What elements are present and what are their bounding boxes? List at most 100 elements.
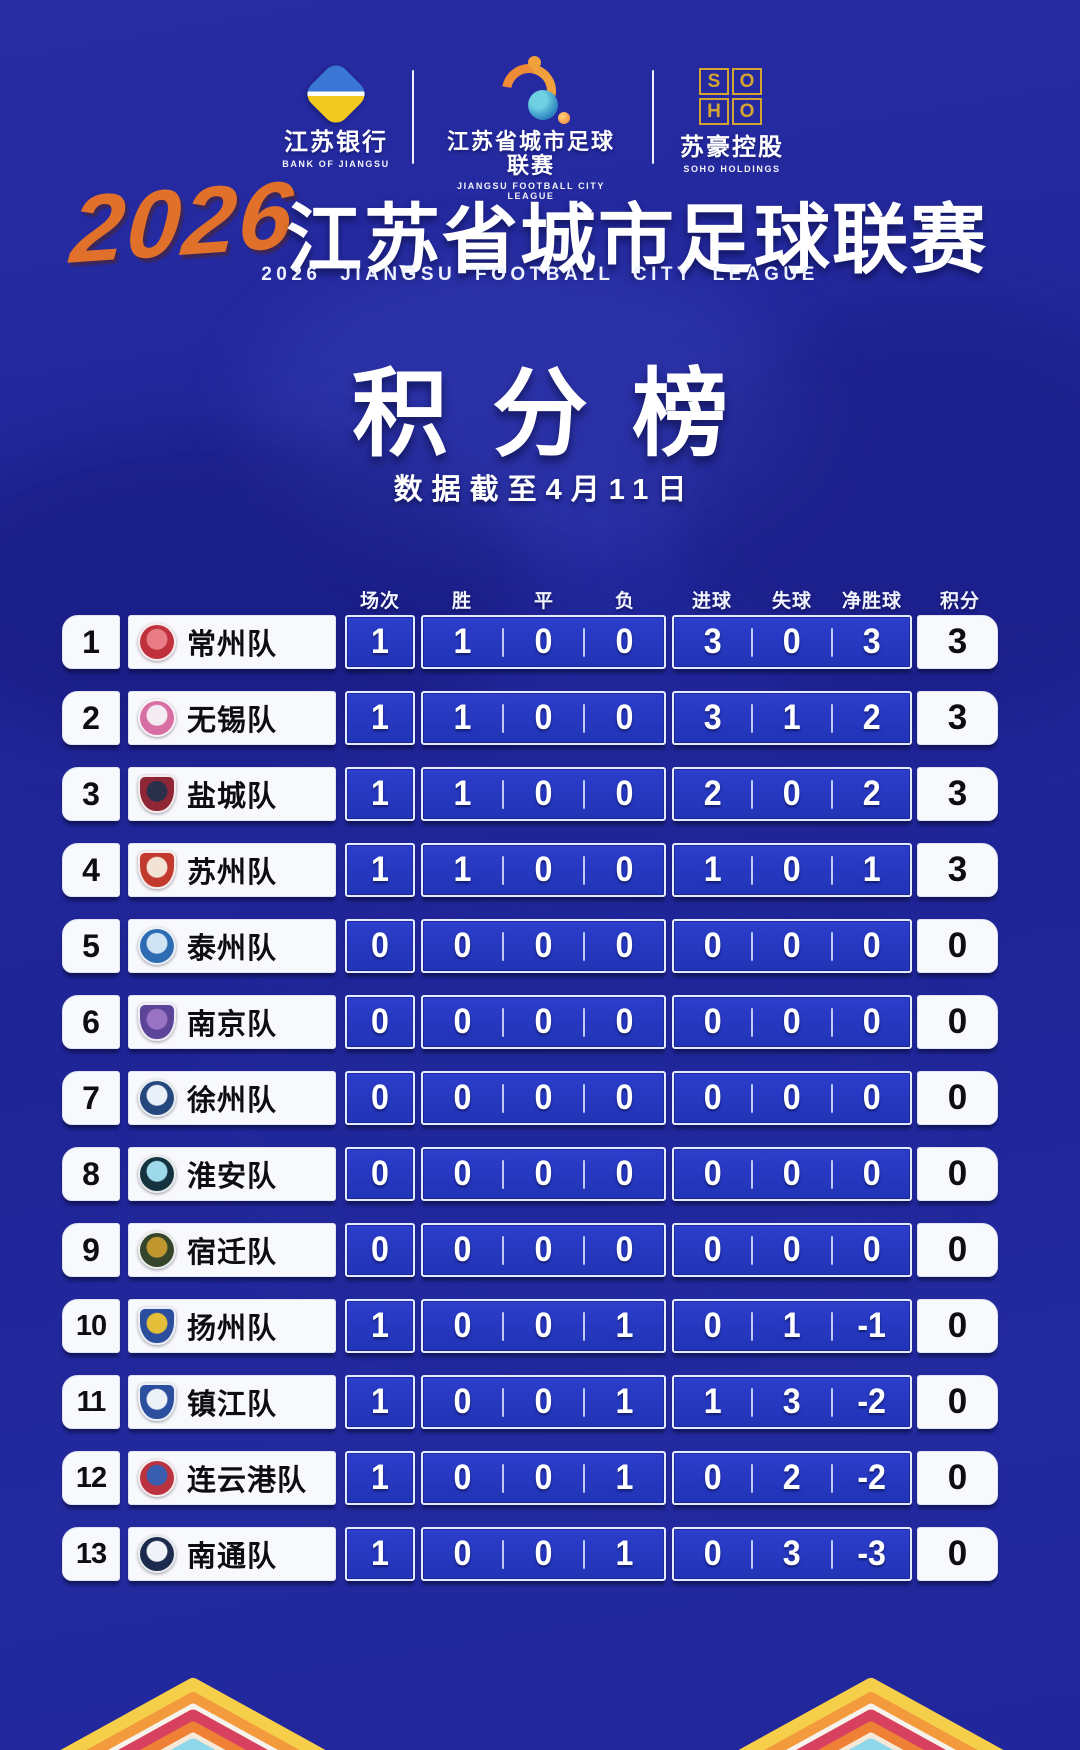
goals-cell: 0 3 -3 (672, 1527, 912, 1581)
rank-number: 11 (76, 1385, 107, 1418)
sponsor-subname: SOHO HOLDINGS (683, 164, 781, 175)
sponsor-bank-of-jiangsu: 江苏银行 BANK OF JIANGSU (246, 60, 426, 170)
soho-letter: H (699, 98, 729, 125)
mini-football-icon (558, 112, 570, 124)
team-badge-icon (138, 1307, 176, 1345)
goals-for-value: 0 (703, 926, 722, 965)
win-draw-loss-cell: 0 0 1 (421, 1451, 666, 1505)
table-row: 1 常州队 1 1 0 0 3 0 3 3 (0, 615, 1080, 669)
played-cell: 0 (345, 995, 415, 1049)
rank-number: 5 (82, 927, 100, 964)
win-value: 1 (453, 850, 472, 889)
cell-divider (583, 779, 585, 809)
goals-against-value: 1 (783, 698, 801, 737)
goals-cell: 3 1 2 (672, 691, 912, 745)
team-badge-icon (138, 775, 176, 813)
rank-number: 10 (75, 1309, 107, 1342)
sponsor-subname: BANK OF JIANGSU (282, 159, 390, 170)
loss-value: 0 (615, 622, 634, 661)
points-cell: 0 (917, 919, 998, 973)
cell-divider (583, 931, 585, 961)
goal-diff-value: -3 (856, 1534, 886, 1573)
played-value: 0 (371, 1078, 389, 1117)
goals-against-value: 0 (783, 926, 801, 965)
goals-against-value: 2 (783, 1458, 801, 1497)
points-cell: 0 (917, 995, 998, 1049)
played-cell: 0 (345, 1223, 415, 1277)
points-value: 3 (947, 850, 968, 889)
win-draw-loss-cell: 0 0 0 (421, 995, 666, 1049)
win-value: 1 (453, 622, 472, 661)
loss-value: 0 (615, 926, 634, 965)
goals-cell: 2 0 2 (672, 767, 912, 821)
ribbon-decoration (60, 1678, 1004, 1750)
played-value: 1 (371, 1306, 389, 1345)
win-draw-loss-cell: 1 0 0 (421, 691, 666, 745)
table-row: 6 南京队 0 0 0 0 0 0 0 0 (0, 995, 1080, 1049)
cell-divider (830, 703, 833, 733)
cell-divider (502, 931, 504, 961)
team-name: 连云港队 (187, 1465, 308, 1497)
cell-divider (583, 627, 585, 657)
team-cell: 常州队 (128, 615, 336, 669)
table-row: 12 连云港队 1 0 0 1 0 2 -2 0 (0, 1451, 1080, 1505)
played-value: 1 (371, 622, 389, 661)
goal-diff-value: -2 (856, 1458, 886, 1497)
loss-value: 1 (615, 1382, 634, 1421)
goals-for-value: 3 (703, 622, 722, 661)
rank-number: 1 (82, 623, 100, 660)
sponsor-soho-holdings: S O H O 苏豪控股 SOHO HOLDINGS (642, 64, 822, 174)
rank-cell: 11 (62, 1375, 120, 1429)
sponsor-name: 苏豪控股 (680, 134, 784, 161)
draw-value: 0 (534, 1458, 553, 1497)
team-name: 无锡队 (187, 705, 278, 737)
cell-divider (830, 1083, 833, 1113)
win-value: 0 (453, 1306, 472, 1345)
rank-number: 7 (82, 1079, 100, 1116)
table-row: 5 泰州队 0 0 0 0 0 0 0 0 (0, 919, 1080, 973)
column-header-goals-for: 进球 (691, 591, 733, 612)
rank-cell: 8 (62, 1147, 120, 1201)
cell-divider (830, 779, 833, 809)
team-cell: 徐州队 (128, 1071, 336, 1125)
win-value: 0 (453, 1002, 472, 1041)
team-cell: 淮安队 (128, 1147, 336, 1201)
team-name: 扬州队 (187, 1313, 278, 1345)
team-badge-icon (138, 1231, 176, 1269)
column-header-loss: 负 (614, 591, 636, 612)
draw-value: 0 (534, 1078, 553, 1117)
team-name: 南通队 (187, 1541, 278, 1573)
points-value: 0 (947, 1382, 968, 1421)
table-row: 2 无锡队 1 1 0 0 3 1 2 3 (0, 691, 1080, 745)
team-name: 淮安队 (187, 1161, 278, 1193)
team-badge-icon (138, 1079, 176, 1117)
team-cell: 无锡队 (128, 691, 336, 745)
win-draw-loss-cell: 1 0 0 (421, 767, 666, 821)
points-value: 0 (947, 1230, 968, 1269)
win-value: 0 (453, 1230, 472, 1269)
played-cell: 1 (345, 767, 415, 821)
points-value: 0 (947, 1534, 968, 1573)
table-row: 10 扬州队 1 0 0 1 0 1 -1 0 (0, 1299, 1080, 1353)
played-cell: 0 (345, 1147, 415, 1201)
cell-divider (502, 1007, 504, 1037)
win-draw-loss-cell: 0 0 0 (421, 1223, 666, 1277)
column-header-goals-against: 失球 (771, 591, 813, 612)
cell-divider (751, 1539, 754, 1569)
table-row: 4 苏州队 1 1 0 0 1 0 1 3 (0, 843, 1080, 897)
draw-value: 0 (534, 1002, 553, 1041)
loss-value: 0 (615, 698, 634, 737)
team-cell: 盐城队 (128, 767, 336, 821)
cell-divider (751, 627, 754, 657)
goals-against-value: 3 (783, 1382, 801, 1421)
cell-divider (830, 1311, 833, 1341)
draw-value: 0 (534, 698, 553, 737)
loss-value: 0 (615, 1002, 634, 1041)
column-header-points: 积分 (939, 591, 981, 612)
played-value: 1 (371, 698, 389, 737)
goal-diff-value: 0 (862, 1002, 881, 1041)
win-value: 0 (453, 1382, 472, 1421)
points-value: 3 (947, 698, 968, 737)
goals-for-value: 0 (703, 1230, 722, 1269)
